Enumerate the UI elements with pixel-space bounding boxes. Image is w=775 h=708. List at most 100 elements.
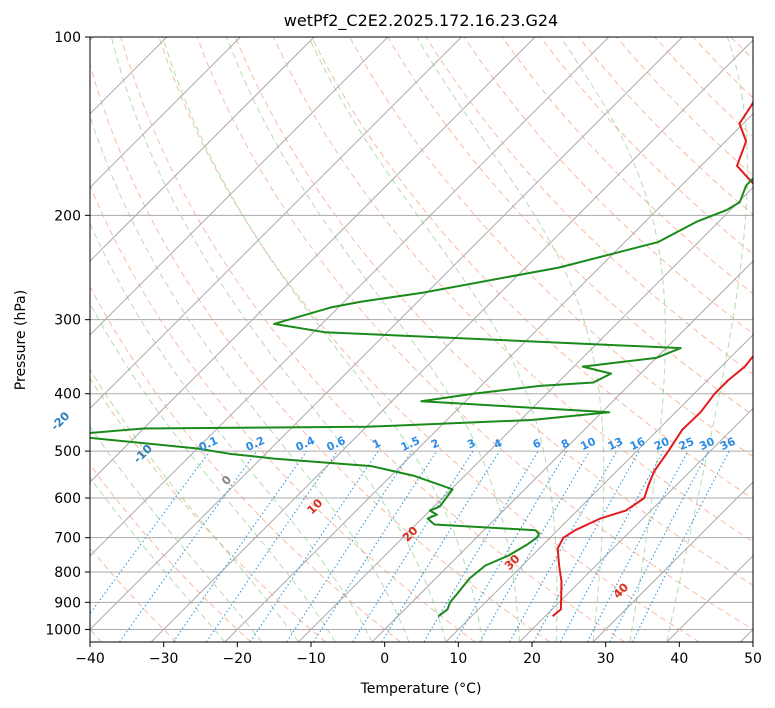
isotherm-line bbox=[592, 481, 753, 642]
mixing-ratio-line bbox=[90, 450, 211, 615]
mixing-ratio-line bbox=[119, 450, 258, 642]
isotherm-line bbox=[150, 39, 753, 642]
dry-adiabat-line bbox=[769, 37, 775, 642]
mixing-ratio-label: 13 bbox=[606, 435, 625, 453]
dry-adiabat-line bbox=[311, 37, 753, 500]
mixing-ratio-line bbox=[249, 450, 379, 642]
isotherm-line bbox=[90, 37, 389, 336]
moist-adiabat-line bbox=[666, 37, 748, 642]
moist-adiabat-line bbox=[226, 37, 520, 642]
mixing-ratio-line bbox=[586, 450, 689, 642]
isotherm-line bbox=[90, 37, 610, 557]
mixing-ratio-line bbox=[172, 450, 308, 642]
y-tick-label: 200 bbox=[54, 208, 81, 224]
isotherm-line bbox=[224, 113, 753, 642]
x-tick-label: 50 bbox=[744, 651, 762, 667]
dewpoint-profile-line bbox=[90, 177, 753, 618]
mixing-ratio-line bbox=[632, 450, 730, 642]
dry-adiabat-label: 40 bbox=[610, 580, 631, 601]
dry-adiabat-line bbox=[616, 37, 753, 177]
mixing-ratio-line bbox=[559, 450, 664, 642]
dry-adiabat-line bbox=[501, 37, 753, 295]
mixing-ratio-line bbox=[454, 450, 568, 642]
x-tick-label: −40 bbox=[75, 651, 105, 667]
mixing-ratio-label: 16 bbox=[628, 435, 648, 453]
moist-adiabat-line bbox=[90, 476, 226, 642]
background-lines bbox=[90, 37, 775, 642]
isotherm-line bbox=[666, 555, 753, 642]
axes: −40 −30 −20 −10 0 10 20 30 40 50 100 200 300 400 500 60… bbox=[45, 30, 762, 667]
y-tick-label: 500 bbox=[54, 444, 81, 460]
dry-adiabat-label: -20 bbox=[48, 409, 73, 434]
chart-title: wetPf2_C2E2.2025.172.16.23.G24 bbox=[284, 11, 558, 31]
x-tick-label: −20 bbox=[223, 651, 253, 667]
dry-adiabat-line bbox=[90, 463, 252, 642]
isotherm-line bbox=[90, 37, 241, 189]
y-axis-label: Pressure (hPa) bbox=[13, 290, 29, 390]
dry-adiabat-line bbox=[349, 37, 753, 458]
dry-adiabat-line bbox=[234, 37, 753, 586]
isotherm-line bbox=[90, 37, 462, 410]
mixing-ratio-label: 30 bbox=[697, 435, 717, 453]
y-tick-label: 600 bbox=[54, 491, 81, 507]
dry-adiabat-line bbox=[196, 37, 753, 630]
x-tick-label: 0 bbox=[380, 651, 389, 667]
y-tick-label: 700 bbox=[54, 531, 81, 547]
dry-adiabat-line bbox=[272, 37, 753, 543]
moist-adiabat-line bbox=[90, 425, 263, 642]
moist-adiabat-line bbox=[416, 37, 605, 642]
y-tick-label: 400 bbox=[54, 387, 81, 403]
x-tick-label: 30 bbox=[597, 651, 615, 667]
dry-adiabat-line bbox=[90, 62, 551, 642]
dry-adiabat-line bbox=[90, 285, 401, 642]
moist-adiabat-line bbox=[308, 37, 558, 642]
temperature-profile-line bbox=[551, 100, 753, 617]
y-tick-label: 1000 bbox=[45, 622, 81, 638]
mixing-ratio-line bbox=[313, 450, 438, 642]
dry-adiabat-line bbox=[692, 37, 753, 99]
dry-adiabat-line bbox=[539, 37, 753, 255]
moist-adiabat-line bbox=[90, 222, 373, 642]
dry-adiabat-line bbox=[463, 37, 753, 335]
isotherm-line bbox=[90, 37, 536, 483]
dry-adiabat-line bbox=[158, 37, 700, 642]
mixing-ratio-label: 4 bbox=[492, 436, 505, 451]
x-tick-label: 10 bbox=[449, 651, 467, 667]
series-group bbox=[90, 100, 753, 618]
mixing-ratio-line bbox=[381, 450, 500, 642]
mixing-ratio-line bbox=[352, 450, 474, 642]
dry-adiabat-label: -10 bbox=[130, 441, 155, 466]
mixing-ratio-label: 2 bbox=[429, 436, 441, 451]
mixing-ratio-line bbox=[509, 450, 618, 642]
mixing-ratio-label: 20 bbox=[652, 435, 672, 453]
moist-adiabat-line bbox=[90, 114, 410, 642]
moist-adiabat-line bbox=[162, 37, 484, 642]
dry-adiabat-line bbox=[387, 37, 753, 416]
x-tick-label: 20 bbox=[523, 651, 541, 667]
dry-adiabat-line bbox=[90, 184, 476, 642]
dry-adiabat-line bbox=[654, 37, 753, 138]
dry-adiabat-label: 20 bbox=[399, 523, 420, 544]
isotherm-line bbox=[371, 260, 753, 642]
mixing-ratio-label: 36 bbox=[718, 435, 738, 453]
x-axis-label: Temperature (°C) bbox=[360, 681, 482, 697]
y-tick-label: 300 bbox=[54, 313, 81, 329]
mixing-ratio-label: 25 bbox=[677, 435, 696, 453]
moist-adiabat-line bbox=[90, 302, 336, 642]
moist-adiabat-line bbox=[110, 37, 447, 642]
mixing-ratio-line bbox=[533, 450, 640, 642]
isotherm-line bbox=[445, 334, 753, 642]
line-labels: 0.10.20.40.611.52346810131620253036-100-… bbox=[48, 409, 738, 601]
isotherm-line bbox=[90, 37, 683, 631]
x-tick-label: −30 bbox=[149, 651, 179, 667]
x-tick-label: −10 bbox=[296, 651, 326, 667]
mixing-ratio-label: 10 bbox=[578, 435, 598, 453]
dry-adiabat-line bbox=[90, 377, 327, 642]
y-tick-label: 900 bbox=[54, 595, 81, 611]
moist-adiabat-line bbox=[560, 37, 666, 642]
isotherm-line bbox=[519, 407, 753, 642]
y-tick-label: 100 bbox=[54, 30, 81, 46]
x-tick-label: 40 bbox=[670, 651, 688, 667]
isotherm-line bbox=[298, 186, 753, 642]
